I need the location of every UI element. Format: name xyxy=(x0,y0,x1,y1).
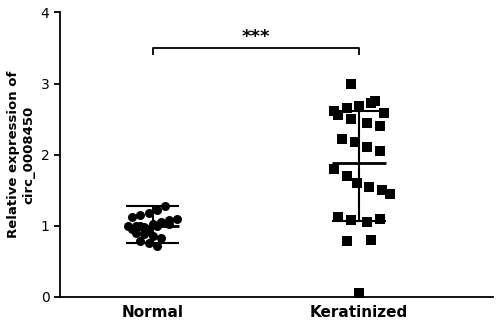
Point xyxy=(132,223,140,228)
Point xyxy=(380,111,388,116)
Point xyxy=(363,145,371,150)
Point xyxy=(157,236,165,241)
Point xyxy=(386,191,394,196)
Point xyxy=(128,227,136,232)
Point xyxy=(368,237,376,243)
Point xyxy=(378,187,386,193)
Point xyxy=(334,215,342,220)
Point xyxy=(136,239,144,244)
Point xyxy=(153,207,161,213)
Point xyxy=(140,224,148,230)
Point xyxy=(148,234,156,239)
Point xyxy=(174,216,182,221)
Point xyxy=(353,181,361,186)
Point xyxy=(376,124,384,129)
Point xyxy=(157,219,165,225)
Point xyxy=(366,184,374,189)
Point xyxy=(165,217,173,223)
Point xyxy=(132,230,140,235)
Point xyxy=(144,228,152,233)
Point xyxy=(128,215,136,220)
Point xyxy=(346,81,354,86)
Point xyxy=(153,243,161,248)
Point xyxy=(330,108,338,113)
Point xyxy=(338,136,346,142)
Point xyxy=(351,139,359,145)
Point xyxy=(165,221,173,226)
Point xyxy=(363,120,371,125)
Point xyxy=(376,216,384,221)
Point xyxy=(355,291,363,296)
Point xyxy=(346,116,354,122)
Point xyxy=(140,232,148,237)
Point xyxy=(346,217,354,223)
Point xyxy=(342,106,350,111)
Point xyxy=(334,113,342,118)
Point xyxy=(136,223,144,228)
Point xyxy=(355,104,363,109)
Text: ***: *** xyxy=(242,28,270,46)
Point xyxy=(153,223,161,228)
Point xyxy=(342,239,350,244)
Point xyxy=(144,241,152,246)
Y-axis label: Relative expression of
circ_0008450: Relative expression of circ_0008450 xyxy=(7,71,35,238)
Point xyxy=(376,148,384,154)
Point xyxy=(330,166,338,171)
Point xyxy=(124,223,132,228)
Point xyxy=(363,219,371,225)
Point xyxy=(372,99,380,104)
Point xyxy=(161,203,169,208)
Point xyxy=(342,173,350,179)
Point xyxy=(140,225,148,231)
Point xyxy=(368,101,376,106)
Point xyxy=(136,212,144,217)
Point xyxy=(148,222,156,227)
Point xyxy=(144,210,152,215)
